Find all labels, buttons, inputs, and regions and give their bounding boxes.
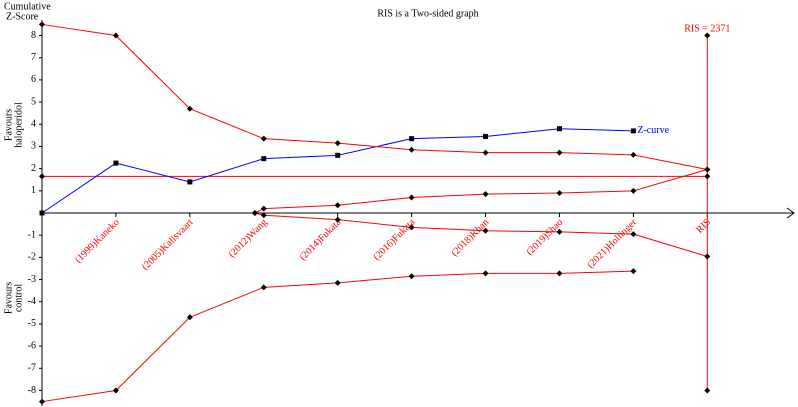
- marker: [334, 279, 341, 286]
- y-tick-label: 1: [31, 185, 36, 196]
- marker: [409, 136, 415, 142]
- y-tick-label: 3: [31, 141, 36, 152]
- ris-label: RIS = 2371: [684, 23, 730, 34]
- marker: [335, 152, 341, 158]
- marker: [112, 32, 119, 39]
- marker: [39, 173, 45, 180]
- marker: [261, 156, 267, 162]
- marker: [482, 270, 489, 277]
- favours-label: Favours: [3, 109, 14, 141]
- marker: [556, 149, 563, 156]
- marker: [187, 179, 193, 185]
- marker: [704, 32, 711, 39]
- marker: [630, 187, 637, 194]
- favours-label: Favours: [3, 282, 14, 314]
- marker: [260, 212, 267, 219]
- marker: [482, 149, 489, 156]
- marker: [408, 224, 415, 231]
- marker: [39, 210, 45, 216]
- x-tick-label: RIS: [694, 217, 713, 236]
- marker: [556, 270, 563, 277]
- y-tick-label: -2: [28, 252, 36, 263]
- marker: [260, 135, 267, 142]
- favours-label: control: [13, 284, 24, 313]
- y-tick-label: 6: [31, 74, 36, 85]
- x-tick-label: (2019)Shao: [524, 217, 565, 258]
- marker: [39, 398, 45, 405]
- favours-label: haloperidol: [13, 102, 24, 148]
- marker: [630, 268, 637, 275]
- y-tick-label: -1: [28, 229, 36, 240]
- x-axis-arrow: [786, 207, 795, 219]
- marker: [334, 202, 341, 209]
- marker: [483, 133, 489, 139]
- marker: [556, 190, 563, 197]
- marker: [251, 210, 258, 216]
- x-tick-label: (2021)Hollinger: [585, 217, 639, 271]
- marker: [704, 253, 711, 260]
- y-tick-label: 8: [31, 30, 36, 41]
- y-tick-label: -6: [28, 340, 36, 351]
- marker: [334, 140, 341, 147]
- marker: [112, 387, 119, 394]
- series-label: Z-curve: [637, 125, 669, 136]
- series-line: [254, 212, 708, 257]
- marker: [408, 273, 415, 280]
- marker: [556, 228, 563, 235]
- marker: [408, 146, 415, 153]
- marker: [334, 216, 341, 223]
- marker: [260, 284, 267, 291]
- marker: [186, 105, 193, 112]
- x-tick-label: (2018)Khan: [449, 217, 491, 259]
- y-tick-label: 4: [31, 119, 36, 130]
- marker: [556, 126, 562, 132]
- y-tick-label: -3: [28, 274, 36, 285]
- x-tick-label: (2014)Fukata: [298, 217, 344, 263]
- x-tick-label: (1999)Kaneko: [73, 217, 122, 266]
- series-line: [41, 23, 708, 171]
- y-tick-label: 2: [31, 163, 36, 174]
- marker: [704, 387, 711, 394]
- marker: [630, 128, 636, 134]
- marker: [704, 166, 711, 173]
- marker: [482, 227, 489, 234]
- y-tick-label: -8: [28, 385, 36, 396]
- y-tick-label: 5: [31, 96, 36, 107]
- series-line: [41, 270, 634, 403]
- marker: [408, 194, 415, 201]
- marker: [186, 314, 193, 321]
- y-tick-label: -5: [28, 318, 36, 329]
- y-tick-label: -7: [28, 363, 36, 374]
- y-tick-label: 7: [31, 52, 36, 63]
- marker: [630, 231, 637, 238]
- chart-title: RIS is a Two-sided graph: [377, 8, 478, 19]
- y-axis-label: Z-Score: [6, 11, 39, 22]
- marker: [482, 191, 489, 198]
- x-tick-label: (2012)Wang: [227, 217, 270, 260]
- y-axis-label: Cumulative: [4, 1, 51, 12]
- series-line: [254, 169, 708, 214]
- y-tick-label: -4: [28, 296, 36, 307]
- x-tick-label: (2005)Kalisvaart: [140, 217, 196, 273]
- marker: [704, 173, 711, 180]
- marker: [113, 160, 119, 166]
- marker: [260, 205, 267, 212]
- marker: [630, 151, 637, 158]
- marker: [39, 21, 45, 28]
